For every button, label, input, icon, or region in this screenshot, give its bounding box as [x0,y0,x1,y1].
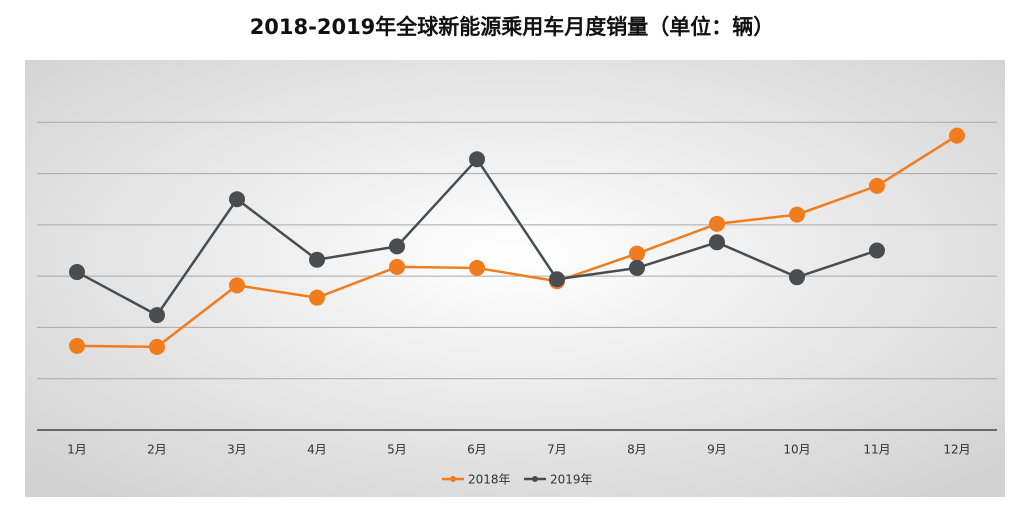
plot-background [25,60,1005,497]
x-tick-label: 7月 [547,443,567,457]
data-point [309,289,325,306]
x-tick-label: 12月 [943,443,970,457]
data-point [629,259,645,276]
data-point [389,238,405,255]
data-point [469,259,485,276]
data-point [949,127,965,144]
data-point [709,234,725,251]
x-tick-label: 4月 [307,443,327,457]
x-tick-label: 11月 [863,443,890,457]
data-point [469,151,485,168]
data-point [229,191,245,208]
chart-title: 2018-2019年全球新能源乘用车月度销量（单位：辆） [250,15,775,39]
x-tick-label: 9月 [707,443,727,457]
data-point [69,337,85,354]
data-point [709,215,725,232]
data-point [789,206,805,223]
legend-marker [532,476,538,482]
x-tick-label: 8月 [627,443,647,457]
x-tick-label: 6月 [467,443,487,457]
legend-label: 2019年 [550,473,593,487]
data-point [229,277,245,294]
data-point [69,264,85,281]
data-point [389,258,405,275]
x-tick-label: 5月 [387,443,407,457]
x-tick-label: 3月 [227,443,247,457]
data-point [789,269,805,286]
data-point [309,251,325,268]
data-point [149,307,165,324]
x-tick-label: 10月 [783,443,810,457]
legend-marker [450,476,456,482]
data-point [149,338,165,355]
series-line [76,134,958,349]
x-tick-label: 1月 [67,443,87,457]
data-point [549,271,565,288]
legend-label: 2018年 [468,473,511,487]
data-point [629,245,645,262]
data-point [869,177,885,194]
x-tick-label: 2月 [147,443,167,457]
data-point [869,242,885,259]
